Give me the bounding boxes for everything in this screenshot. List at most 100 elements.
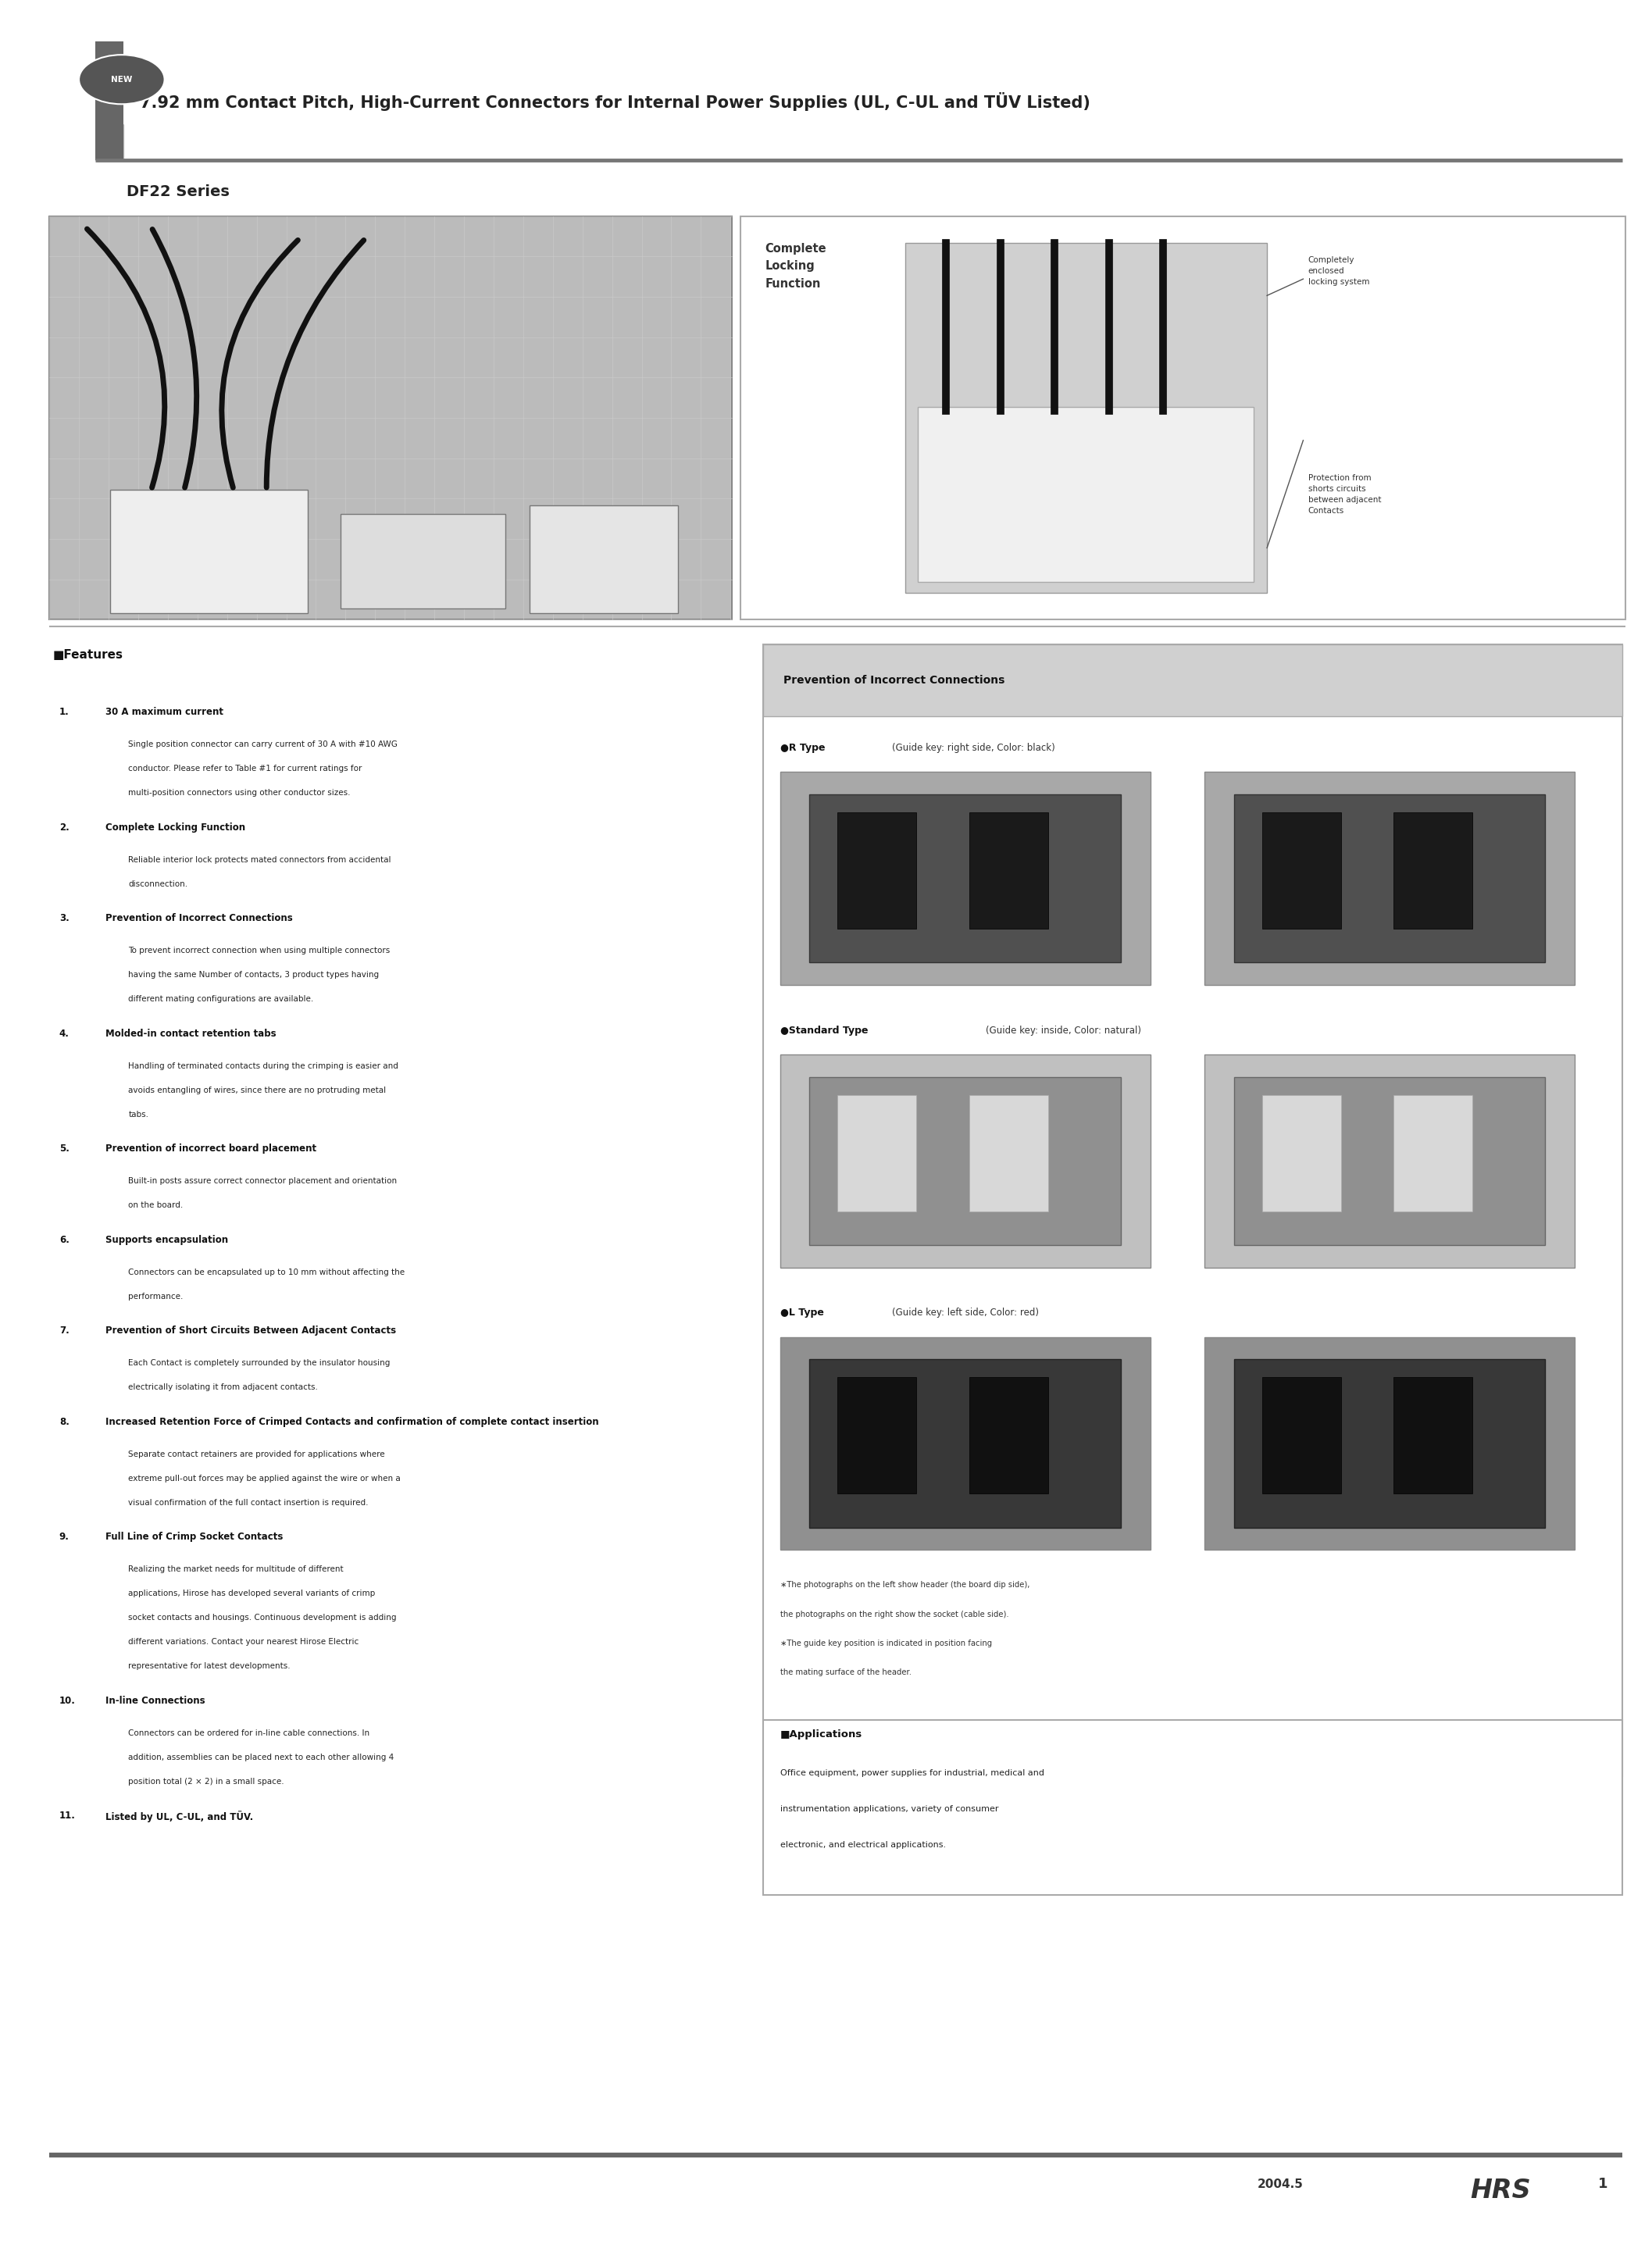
Bar [1234,1077,1545,1245]
Bar [763,645,1622,717]
Text: ●R Type: ●R Type [780,742,824,753]
Text: Prevention of Incorrect Connections: Prevention of Incorrect Connections [106,913,292,924]
Text: electrically isolating it from adjacent contacts.: electrically isolating it from adjacent … [129,1383,319,1392]
Text: disconnection.: disconnection. [129,881,188,888]
Bar [780,1054,1150,1268]
Text: Office equipment, power supplies for industrial, medical and: Office equipment, power supplies for ind… [780,1769,1044,1778]
Bar [530,506,677,614]
Text: 2004.5: 2004.5 [1257,2178,1303,2190]
Text: socket contacts and housings. Continuous development is adding: socket contacts and housings. Continuous… [129,1614,396,1621]
Bar [340,515,506,609]
Bar [1204,771,1574,985]
Bar [809,794,1120,962]
Text: HRS: HRS [1470,2178,1531,2203]
Bar [780,771,1150,985]
Text: different mating configurations are available.: different mating configurations are avai… [129,996,314,1003]
Bar [1234,794,1545,962]
Text: 1: 1 [1597,2178,1607,2192]
Text: conductor. Please refer to Table #1 for current ratings for: conductor. Please refer to Table #1 for … [129,764,362,773]
Bar [809,1360,1120,1526]
Bar [1204,1054,1574,1268]
Text: instrumentation applications, variety of consumer: instrumentation applications, variety of… [780,1805,998,1814]
Bar [1262,1378,1341,1495]
Ellipse shape [79,54,165,103]
Text: Single position connector can carry current of 30 A with #10 AWG: Single position connector can carry curr… [129,740,398,749]
Text: NEW: NEW [111,76,132,83]
Text: Each Contact is completely surrounded by the insulator housing: Each Contact is completely surrounded by… [129,1360,390,1367]
Text: visual confirmation of the full contact insertion is required.: visual confirmation of the full contact … [129,1499,368,1506]
Bar [740,216,1626,620]
Text: Separate contact retainers are provided for applications where: Separate contact retainers are provided … [129,1450,385,1459]
Text: 2.: 2. [59,823,69,832]
Bar [1394,1095,1472,1212]
Bar [111,490,307,614]
Text: 4.: 4. [59,1030,69,1039]
Text: representative for latest developments.: representative for latest developments. [129,1664,291,1670]
Bar [1262,1095,1341,1212]
Text: 1.: 1. [59,708,69,717]
Text: Built-in posts assure correct connector placement and orientation: Built-in posts assure correct connector … [129,1178,396,1185]
Text: performance.: performance. [129,1293,183,1299]
Bar [1234,1360,1545,1526]
Text: Listed by UL, C-UL, and TÜV.: Listed by UL, C-UL, and TÜV. [106,1812,253,1823]
Text: ■Features: ■Features [53,650,122,661]
Bar [905,243,1267,593]
Text: the photographs on the right show the socket (cable side).: the photographs on the right show the so… [780,1610,1008,1619]
Text: applications, Hirose has developed several variants of crimp: applications, Hirose has developed sever… [129,1589,375,1598]
Text: electronic, and electrical applications.: electronic, and electrical applications. [780,1841,945,1850]
Bar [838,1378,917,1495]
Bar [763,645,1622,1776]
Text: 6.: 6. [59,1234,69,1245]
Text: position total (2 × 2) in a small space.: position total (2 × 2) in a small space. [129,1778,284,1785]
Text: addition, assemblies can be placed next to each other allowing 4: addition, assemblies can be placed next … [129,1753,395,1760]
Bar [838,1095,917,1212]
Text: 3.: 3. [59,913,69,924]
Text: 7.92 mm Contact Pitch, High-Current Connectors for Internal Power Supplies (UL, : 7.92 mm Contact Pitch, High-Current Conn… [140,92,1090,110]
Text: 8.: 8. [59,1416,69,1427]
Bar [96,40,124,160]
Text: ●L Type: ●L Type [780,1308,824,1317]
Bar [1204,1338,1574,1549]
Text: Complete Locking Function: Complete Locking Function [106,823,244,832]
Text: Completely
enclosed
locking system: Completely enclosed locking system [1308,256,1370,285]
Bar [970,812,1047,928]
Bar [970,1378,1047,1495]
Text: Connectors can be ordered for in-line cable connections. In: Connectors can be ordered for in-line ca… [129,1729,370,1738]
Text: Handling of terminated contacts during the crimping is easier and: Handling of terminated contacts during t… [129,1061,398,1070]
Text: ∗The photographs on the left show header (the board dip side),: ∗The photographs on the left show header… [780,1580,1029,1589]
Text: (Guide key: left side, Color: red): (Guide key: left side, Color: red) [892,1308,1039,1317]
Text: Prevention of Short Circuits Between Adjacent Contacts: Prevention of Short Circuits Between Adj… [106,1326,396,1335]
Text: (Guide key: right side, Color: black): (Guide key: right side, Color: black) [892,742,1056,753]
Bar [50,216,732,620]
Bar [838,812,917,928]
Text: Molded-in contact retention tabs: Molded-in contact retention tabs [106,1030,276,1039]
Bar [1394,812,1472,928]
Text: Prevention of incorrect board placement: Prevention of incorrect board placement [106,1144,316,1153]
Text: To prevent incorrect connection when using multiple connectors: To prevent incorrect connection when usi… [129,946,390,955]
Text: 5.: 5. [59,1144,69,1153]
Bar [780,1338,1150,1549]
Text: In-line Connections: In-line Connections [106,1695,205,1706]
Text: Increased Retention Force of Crimped Contacts and confirmation of complete conta: Increased Retention Force of Crimped Con… [106,1416,598,1427]
Text: Full Line of Crimp Socket Contacts: Full Line of Crimp Socket Contacts [106,1531,282,1542]
Text: tabs.: tabs. [129,1111,149,1117]
Text: (Guide key: inside, Color: natural): (Guide key: inside, Color: natural) [986,1025,1142,1036]
Text: on the board.: on the board. [129,1200,183,1209]
Polygon shape [96,124,124,160]
Text: 11.: 11. [59,1812,76,1821]
Text: 9.: 9. [59,1531,69,1542]
Bar [970,1095,1047,1212]
Text: 10.: 10. [59,1695,76,1706]
Text: ∗The guide key position is indicated in position facing: ∗The guide key position is indicated in … [780,1639,991,1648]
Text: extreme pull-out forces may be applied against the wire or when a: extreme pull-out forces may be applied a… [129,1475,401,1481]
Bar [1262,812,1341,928]
Bar [1394,1378,1472,1495]
Text: Realizing the market needs for multitude of different: Realizing the market needs for multitude… [129,1565,344,1574]
Text: Connectors can be encapsulated up to 10 mm without affecting the: Connectors can be encapsulated up to 10 … [129,1268,405,1277]
Text: Protection from
shorts circuits
between adjacent
Contacts: Protection from shorts circuits between … [1308,474,1381,515]
Text: avoids entangling of wires, since there are no protruding metal: avoids entangling of wires, since there … [129,1086,387,1095]
Text: multi-position connectors using other conductor sizes.: multi-position connectors using other co… [129,789,350,798]
Text: the mating surface of the header.: the mating surface of the header. [780,1668,912,1677]
Bar [763,1720,1622,1895]
Bar [809,1077,1120,1245]
